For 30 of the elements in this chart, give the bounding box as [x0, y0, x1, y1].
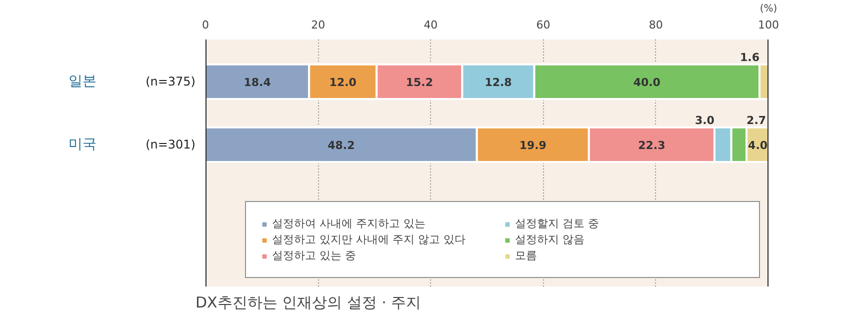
x-tick-label: 100	[758, 18, 779, 32]
x-tick-label: 80	[648, 18, 663, 32]
x-axis-title: (%)	[760, 4, 778, 14]
legend-label: 설정할지 검토 중	[515, 216, 600, 231]
legend-label: 설정하여 사내에 주지하고 있는	[272, 216, 426, 231]
data-label: 1.6	[740, 51, 760, 64]
x-tick-label: 40	[424, 18, 438, 32]
legend-label: 설정하지 않음	[515, 232, 586, 247]
data-label: 3.0	[694, 114, 715, 128]
data-label: 4.0	[748, 139, 768, 152]
x-tick-label: 20	[311, 18, 326, 32]
data-label: 19.9	[519, 139, 546, 152]
data-label: 18.4	[244, 76, 272, 90]
y-tick-label: 일본	[68, 74, 96, 90]
text: DX추진하는 인재상의 설정 · 주지	[196, 294, 422, 312]
data-label: 40.0	[633, 76, 661, 90]
y-tick-label: 미국	[68, 136, 96, 153]
data-label: 12.8	[484, 76, 512, 90]
text: (n=301)	[146, 138, 196, 152]
legend-label: 설정하고 있는 중	[272, 248, 357, 263]
text: (n=375)	[146, 74, 196, 89]
data-label: 48.2	[328, 139, 355, 152]
data-label: 2.7	[746, 114, 766, 128]
x-tick-label: 0	[202, 18, 209, 32]
data-label: 15.2	[406, 76, 434, 90]
legend-label: 설정하고 있지만 사내에 주지 않고 있다	[272, 232, 466, 247]
data-label: 22.3	[638, 139, 666, 152]
data-label: 12.0	[329, 76, 357, 90]
x-tick-label: 60	[536, 18, 550, 32]
legend-label: 모름	[515, 248, 538, 263]
